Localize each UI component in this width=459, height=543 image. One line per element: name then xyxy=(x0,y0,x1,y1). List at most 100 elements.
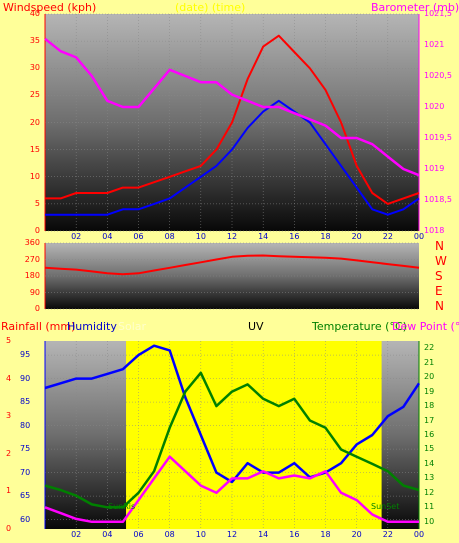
wind-y-tick: 15 xyxy=(29,144,40,154)
baro-y-tick: 1020 xyxy=(424,102,445,111)
baro-y-tick: 1021,5 xyxy=(424,9,452,18)
wind-baro-chart xyxy=(44,13,420,232)
baro-y-tick: 1019 xyxy=(424,164,445,173)
humidity-y-tick: 70 xyxy=(20,467,31,477)
x-tick-label: 22 xyxy=(382,530,393,539)
dewpoint-axis-label: Dew Point (°C) xyxy=(392,320,459,333)
temp-y-tick: 15 xyxy=(424,444,435,454)
humidity-y-tick: 80 xyxy=(20,420,31,430)
humidity-y-tick: 75 xyxy=(20,444,31,454)
barometer-axis-label: Barometer (mb) xyxy=(371,1,459,14)
temp-y-tick: 16 xyxy=(424,430,435,439)
compass-label: E xyxy=(435,284,443,298)
x-tick-label: 18 xyxy=(320,530,331,539)
x-tick-label: 10 xyxy=(195,232,206,241)
rain-y-tick: 1 xyxy=(6,486,12,496)
rain-y-tick: 0 xyxy=(6,524,12,533)
humidity-y-tick: 95 xyxy=(20,350,31,360)
temp-y-tick: 17 xyxy=(424,415,435,425)
x-tick-label: 00 xyxy=(413,232,425,241)
barometer-series xyxy=(44,37,420,177)
humidity-y-tick: 85 xyxy=(20,397,31,407)
temperature-series xyxy=(44,371,420,509)
x-tick-label: 20 xyxy=(351,232,362,241)
x-tick-label: 00 xyxy=(413,530,425,539)
wind-gust-series xyxy=(45,34,420,205)
x-tick-label: 06 xyxy=(133,530,144,539)
timestamp: (date) (time) xyxy=(175,1,246,14)
humidity-series xyxy=(44,344,421,484)
humidity-legend-label: Humidity xyxy=(67,320,117,333)
temp-y-tick: 12 xyxy=(424,487,435,497)
rain-y-tick: 3 xyxy=(6,411,12,421)
dir-y-tick: 90 xyxy=(29,287,40,297)
compass-label: S xyxy=(435,269,443,283)
dir-y-tick: 180 xyxy=(24,271,40,280)
x-tick-label: 22 xyxy=(382,232,393,241)
wind-y-tick: 30 xyxy=(29,63,40,73)
temp-y-tick: 10 xyxy=(424,516,435,526)
sunrise-marker: SunRis xyxy=(108,502,136,511)
dir-y-tick: 360 xyxy=(24,238,40,247)
x-tick-label: 08 xyxy=(164,232,175,241)
temp-y-tick: 13 xyxy=(424,473,435,483)
compass-label: N xyxy=(435,299,444,313)
baro-y-tick: 1018,5 xyxy=(424,195,452,204)
solar-legend-label: Solar xyxy=(118,320,147,333)
sunset-marker: SunSet xyxy=(371,502,400,511)
x-tick-label: 12 xyxy=(226,530,238,539)
rain-y-tick: 4 xyxy=(6,373,12,383)
wind-y-tick: 0 xyxy=(34,226,40,235)
temp-y-tick: 20 xyxy=(424,372,435,382)
temp-y-tick: 21 xyxy=(424,357,435,367)
baro-y-tick: 1021 xyxy=(424,40,445,49)
wind-direction-chart xyxy=(44,242,420,310)
dir-y-tick: 0 xyxy=(34,304,40,313)
rainfall-axis-label: Rainfall (mm) xyxy=(1,320,76,333)
baro-y-tick: 1019,5 xyxy=(424,133,452,142)
x-tick-label: 16 xyxy=(289,530,300,539)
wind-y-tick: 35 xyxy=(29,36,40,46)
wind-y-tick: 10 xyxy=(29,171,40,181)
wind-y-tick: 25 xyxy=(29,90,40,100)
baro-y-tick: 1018 xyxy=(424,226,445,235)
x-tick-label: 06 xyxy=(133,232,144,241)
wind-average-series xyxy=(45,99,420,216)
x-tick-label: 20 xyxy=(351,530,362,539)
dir-y-tick: 270 xyxy=(24,254,40,264)
temperature-axis-label: Temperature (°C) xyxy=(312,320,407,333)
humidity-y-tick: 60 xyxy=(20,514,31,524)
x-tick-label: 04 xyxy=(102,232,113,241)
temp-y-tick: 19 xyxy=(424,386,435,396)
dewpoint-series xyxy=(44,455,419,524)
x-tick-label: 02 xyxy=(71,530,82,539)
wind-y-tick: 20 xyxy=(29,117,40,127)
uv-area xyxy=(126,341,382,529)
baro-y-tick: 1020,5 xyxy=(424,71,452,80)
x-tick-label: 16 xyxy=(289,232,300,241)
rain-y-tick: 5 xyxy=(6,336,12,345)
wind-y-tick: 40 xyxy=(29,9,40,18)
x-tick-label: 12 xyxy=(226,232,238,241)
wind-y-tick: 5 xyxy=(34,198,40,208)
windspeed-axis-label: Windspeed (kph) xyxy=(3,1,97,14)
humidity-y-tick: 65 xyxy=(20,491,31,501)
temp-y-tick: 22 xyxy=(424,343,435,353)
x-tick-label: 14 xyxy=(258,232,269,241)
x-tick-label: 04 xyxy=(102,530,113,539)
temp-y-tick: 18 xyxy=(424,401,435,411)
humidity-y-tick: 90 xyxy=(20,373,31,383)
x-tick-label: 10 xyxy=(195,530,206,539)
temp-y-tick: 14 xyxy=(424,458,435,468)
uv-legend-label: UV xyxy=(248,320,264,333)
wind-direction-series xyxy=(44,254,420,276)
temp-y-tick: 11 xyxy=(424,502,435,512)
x-tick-label: 18 xyxy=(320,232,331,241)
x-tick-label: 08 xyxy=(164,530,175,539)
rain-y-tick: 2 xyxy=(6,448,12,458)
x-tick-label: 02 xyxy=(71,232,82,241)
compass-label: W xyxy=(435,254,447,268)
x-tick-label: 14 xyxy=(258,530,269,539)
compass-label: N xyxy=(435,239,444,253)
